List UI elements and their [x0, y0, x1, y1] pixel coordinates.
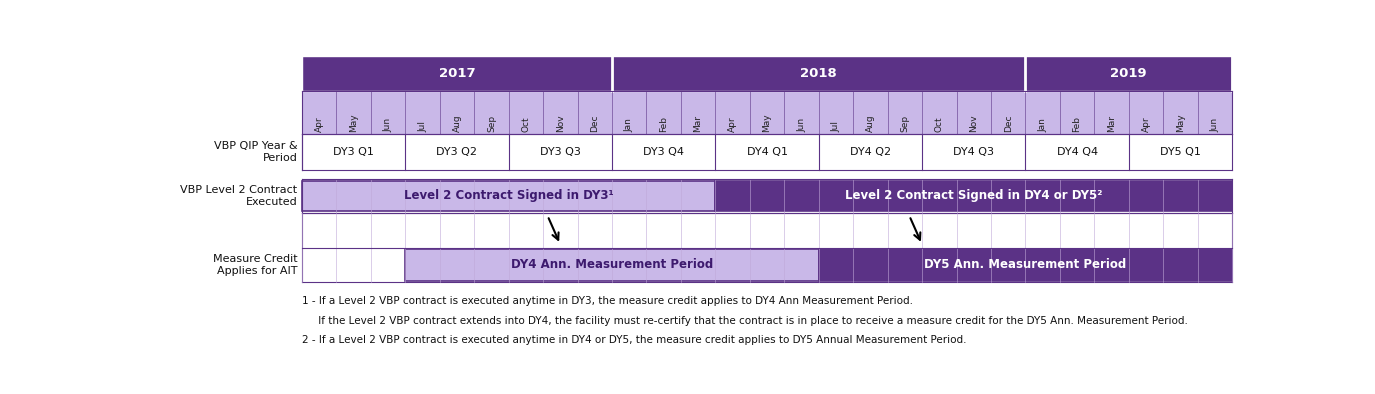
Text: If the Level 2 VBP contract extends into DY4, the facility must re-certify that : If the Level 2 VBP contract extends into…	[302, 316, 1188, 326]
Text: Oct: Oct	[935, 117, 943, 132]
Text: Sep: Sep	[901, 115, 909, 132]
Text: DY5 Ann. Measurement Period: DY5 Ann. Measurement Period	[924, 258, 1126, 271]
Text: Nov: Nov	[556, 115, 565, 132]
Text: VBP QIP Year &
Period: VBP QIP Year & Period	[214, 141, 297, 163]
Text: Jun: Jun	[1210, 118, 1220, 132]
Text: Measure Credit
Applies for AIT: Measure Credit Applies for AIT	[213, 254, 297, 276]
Text: Jan: Jan	[1038, 118, 1048, 132]
Text: Nov: Nov	[969, 115, 978, 132]
Text: Jun: Jun	[384, 118, 392, 132]
Text: 2019: 2019	[1111, 67, 1147, 80]
Text: DY3 Q1: DY3 Q1	[333, 147, 374, 157]
Text: Mar: Mar	[693, 115, 703, 132]
Text: DY3 Q4: DY3 Q4	[644, 147, 685, 157]
Bar	[1026, 56, 1232, 91]
Text: Apr: Apr	[729, 117, 737, 132]
Bar	[302, 179, 1232, 213]
Bar	[406, 249, 818, 281]
Text: VBP Level 2 Contract
Executed: VBP Level 2 Contract Executed	[180, 185, 297, 207]
Text: DY4 Ann. Measurement Period: DY4 Ann. Measurement Period	[512, 258, 714, 271]
Text: DY3 Q3: DY3 Q3	[540, 147, 580, 157]
Text: 1 - If a Level 2 VBP contract is executed anytime in DY3, the measure credit app: 1 - If a Level 2 VBP contract is execute…	[302, 296, 913, 306]
Text: DY3 Q2: DY3 Q2	[436, 147, 477, 157]
Text: May: May	[1176, 113, 1185, 132]
Text: Aug: Aug	[452, 115, 462, 132]
Bar	[612, 56, 1026, 91]
Bar	[302, 134, 1232, 170]
Text: Apr: Apr	[1141, 117, 1151, 132]
Text: Jul: Jul	[418, 121, 428, 132]
Text: Feb: Feb	[659, 116, 668, 132]
Text: DY4 Q1: DY4 Q1	[747, 147, 788, 157]
Text: Apr: Apr	[315, 117, 323, 132]
Text: DY5 Q1: DY5 Q1	[1160, 147, 1200, 157]
Text: Jul: Jul	[832, 121, 840, 132]
Text: DY4 Q2: DY4 Q2	[850, 147, 891, 157]
Text: Level 2 Contract Signed in DY3¹: Level 2 Contract Signed in DY3¹	[404, 190, 613, 203]
Text: Oct: Oct	[521, 117, 531, 132]
Text: Sep: Sep	[487, 115, 496, 132]
Text: DY4 Q4: DY4 Q4	[1056, 147, 1097, 157]
Text: Aug: Aug	[866, 115, 874, 132]
Bar	[302, 213, 1232, 247]
Bar	[302, 91, 1232, 134]
Text: May: May	[763, 113, 771, 132]
Bar	[818, 249, 1232, 281]
Text: 2017: 2017	[439, 67, 476, 80]
Text: Dec: Dec	[1004, 115, 1013, 132]
Text: Level 2 Contract Signed in DY4 or DY5²: Level 2 Contract Signed in DY4 or DY5²	[846, 190, 1103, 203]
Text: May: May	[349, 113, 358, 132]
Bar	[302, 56, 612, 91]
Text: Jun: Jun	[798, 118, 806, 132]
Text: 2018: 2018	[800, 67, 837, 80]
Text: 2 - If a Level 2 VBP contract is executed anytime in DY4 or DY5, the measure cre: 2 - If a Level 2 VBP contract is execute…	[302, 336, 967, 346]
Text: DY4 Q3: DY4 Q3	[953, 147, 994, 157]
Text: Mar: Mar	[1107, 115, 1116, 132]
Text: Jan: Jan	[624, 118, 634, 132]
Bar	[302, 181, 715, 211]
Text: Dec: Dec	[590, 115, 600, 132]
Bar	[715, 181, 1232, 211]
Text: Feb: Feb	[1072, 116, 1082, 132]
Bar	[302, 247, 1232, 282]
